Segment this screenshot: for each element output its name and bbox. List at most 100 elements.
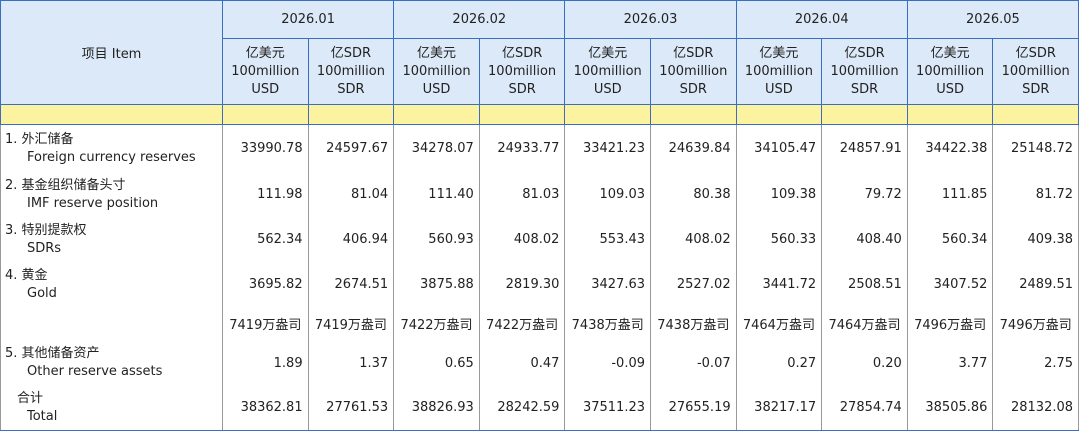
unit-text: 亿SDR <box>501 45 543 61</box>
label-cn: 1. 外汇储备 <box>5 131 74 147</box>
label-en: Gold <box>27 285 57 301</box>
spacer-cell <box>222 104 309 125</box>
unit-text: SDR <box>679 81 707 97</box>
label-en: SDRs <box>27 240 62 256</box>
spacer-cell <box>478 104 566 125</box>
value-cell: 34105.47 <box>735 124 823 173</box>
value-cell: 111.85 <box>906 172 994 217</box>
item-header: 项目 Item <box>0 0 223 105</box>
row-label: 4. 黄金 Gold <box>0 262 223 307</box>
data-row: 合计 Total 38362.81 27761.53 38826.93 28242.59 3… <box>0 385 1080 431</box>
unit-text: 亿SDR <box>330 45 372 61</box>
unit-text: SDR <box>337 81 365 97</box>
value-cell: 0.27 <box>735 340 823 386</box>
value-cell: 33990.78 <box>222 124 309 173</box>
value-cell: 408.02 <box>650 216 737 263</box>
unit-header: 亿SDR 100million SDR <box>478 38 566 105</box>
value-cell: 34278.07 <box>393 124 480 173</box>
data-row: 1. 外汇储备 Foreign currency reserves 33990.78… <box>0 124 1080 173</box>
unit-text: USD <box>251 81 280 97</box>
value-cell: 27655.19 <box>650 385 737 431</box>
unit-text: 亿SDR <box>844 45 885 61</box>
value-cell: 3407.52 <box>906 262 994 307</box>
unit-text: USD <box>422 81 451 97</box>
value-cell: 37511.23 <box>564 385 651 431</box>
value-cell: 81.03 <box>478 172 566 217</box>
unit-header: 亿美元 100million USD <box>393 38 480 105</box>
value-cell: 7496万盎司 <box>906 306 994 341</box>
value-cell: 27761.53 <box>307 385 395 431</box>
value-cell: 24857.91 <box>821 124 908 173</box>
value-cell: 408.40 <box>821 216 908 263</box>
value-cell: 560.34 <box>906 216 994 263</box>
spacer-row <box>0 104 1080 125</box>
unit-text: 100million <box>916 63 985 79</box>
value-cell: 80.38 <box>650 172 737 217</box>
unit-header: 亿SDR 100million SDR <box>307 38 395 105</box>
value-cell: 560.33 <box>735 216 823 263</box>
unit-text: 亿SDR <box>1015 45 1056 61</box>
value-cell: 111.98 <box>222 172 309 217</box>
value-cell: 2674.51 <box>307 262 395 307</box>
unit-header: 亿SDR 100million SDR <box>992 38 1080 105</box>
spacer-cell <box>0 104 223 125</box>
value-cell: 111.40 <box>393 172 480 217</box>
value-cell: 3695.82 <box>222 262 309 307</box>
unit-text: 100million <box>488 63 557 79</box>
value-cell: -0.09 <box>564 340 651 386</box>
value-cell: 553.43 <box>564 216 651 263</box>
value-cell: 562.34 <box>222 216 309 263</box>
month-header: 2026.03 <box>564 0 737 39</box>
value-cell: 28242.59 <box>478 385 566 431</box>
value-cell: 3875.88 <box>393 262 480 307</box>
row-label: 1. 外汇储备 Foreign currency reserves <box>0 124 223 173</box>
label-cn: 2. 基金组织储备头寸 <box>5 177 126 193</box>
row-label: 合计 Total <box>0 385 223 431</box>
label-en: IMF reserve position <box>27 195 159 211</box>
unit-text: 100million <box>1001 63 1070 79</box>
unit-text: 100million <box>316 63 385 79</box>
value-cell: -0.07 <box>650 340 737 386</box>
data-row: 4. 黄金 Gold 3695.82 2674.51 3875.88 2819.30 342… <box>0 262 1080 307</box>
data-row: 3. 特别提款权 SDRs 562.34 406.94 560.93 408.02 553.… <box>0 216 1080 263</box>
month-header: 2026.02 <box>393 0 566 39</box>
spacer-cell <box>650 104 737 125</box>
value-cell: 81.72 <box>992 172 1080 217</box>
value-cell: 7422万盎司 <box>478 306 566 341</box>
unit-text: SDR <box>850 81 879 97</box>
value-cell: 33421.23 <box>564 124 651 173</box>
label-cn: 4. 黄金 <box>5 267 48 283</box>
row-label <box>0 306 223 341</box>
unit-text: 100million <box>659 63 728 79</box>
value-cell: 28132.08 <box>992 385 1080 431</box>
unit-header: 亿美元 100million USD <box>906 38 994 105</box>
value-cell: 109.38 <box>735 172 823 217</box>
unit-text: 100million <box>231 63 300 79</box>
unit-header: 亿SDR 100million SDR <box>821 38 908 105</box>
label-en: Total <box>27 408 58 424</box>
row-label: 2. 基金组织储备头寸 IMF reserve position <box>0 172 223 217</box>
value-cell: 406.94 <box>307 216 395 263</box>
label-cn: 5. 其他储备资产 <box>5 346 100 361</box>
value-cell: 0.20 <box>821 340 908 386</box>
value-cell: 38217.17 <box>735 385 823 431</box>
value-cell: 79.72 <box>821 172 908 217</box>
value-cell: 1.89 <box>222 340 309 386</box>
label-en: Other reserve assets <box>27 364 163 379</box>
unit-text: 亿美元 <box>588 45 628 61</box>
row-label: 5. 其他储备资产 Other reserve assets <box>0 340 223 386</box>
unit-text: USD <box>593 81 622 97</box>
value-cell: 2527.02 <box>650 262 737 307</box>
value-cell: 2.75 <box>992 340 1080 386</box>
label-cn: 合计 <box>17 390 44 406</box>
value-cell: 38362.81 <box>222 385 309 431</box>
unit-text: 100million <box>830 63 899 79</box>
unit-text: 100million <box>744 63 813 79</box>
value-cell: 0.65 <box>393 340 480 386</box>
value-cell: 27854.74 <box>821 385 908 431</box>
unit-header: 亿美元 100million USD <box>222 38 309 105</box>
unit-text: 亿美元 <box>759 45 799 61</box>
value-cell: 24639.84 <box>650 124 737 173</box>
value-cell: 38505.86 <box>906 385 994 431</box>
